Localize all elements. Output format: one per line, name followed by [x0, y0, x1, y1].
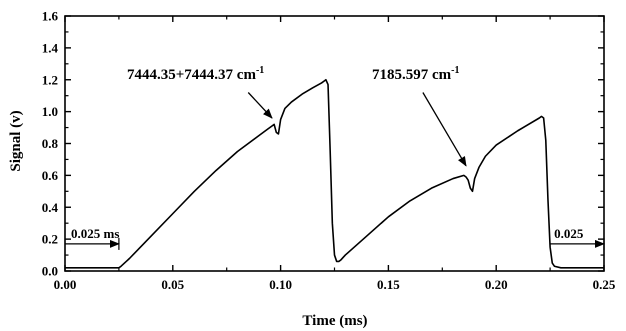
- annotation-arrow: [247, 92, 273, 119]
- y-tick-label: 0.0: [42, 264, 58, 279]
- x-tick-label: 0.10: [269, 277, 292, 292]
- y-tick-label: 0.6: [42, 168, 59, 183]
- y-axis-title: Signal (v): [8, 110, 24, 171]
- x-tick-label: 0.05: [161, 277, 184, 292]
- y-tick-label: 1.0: [42, 104, 58, 119]
- x-tick-label: 0.25: [593, 277, 616, 292]
- x-tick-label: 0.15: [377, 277, 400, 292]
- plot-frame: [64, 15, 605, 272]
- annotation-7444: 7444.35+7444.37 cm-1: [127, 65, 264, 83]
- y-tick-label: 1.4: [42, 40, 59, 55]
- signal-series-line: [65, 78, 604, 269]
- x-tick-label: 0.20: [485, 277, 508, 292]
- plot-area: 0.00 0.05 0.10 0.15 0.20 0.25 0.0 0.2 0.4 0.6 0.8 1…: [42, 9, 616, 293]
- y-tick-label: 0.4: [42, 200, 59, 215]
- annotation-7185: 7185.597 cm-1: [372, 65, 460, 83]
- x-axis-title: Time (ms): [302, 313, 367, 329]
- y-tick-label: 0.8: [42, 136, 59, 151]
- y-tick-label: 0.2: [42, 232, 58, 247]
- y-tick-label: 1.6: [42, 9, 59, 24]
- interval-label: 0.025 ms: [71, 226, 119, 241]
- y-tick-label: 1.2: [42, 72, 58, 87]
- x-tick-label: 0.00: [54, 277, 77, 292]
- annotation-arrow: [422, 92, 467, 167]
- interval-label: 0.025: [554, 226, 584, 241]
